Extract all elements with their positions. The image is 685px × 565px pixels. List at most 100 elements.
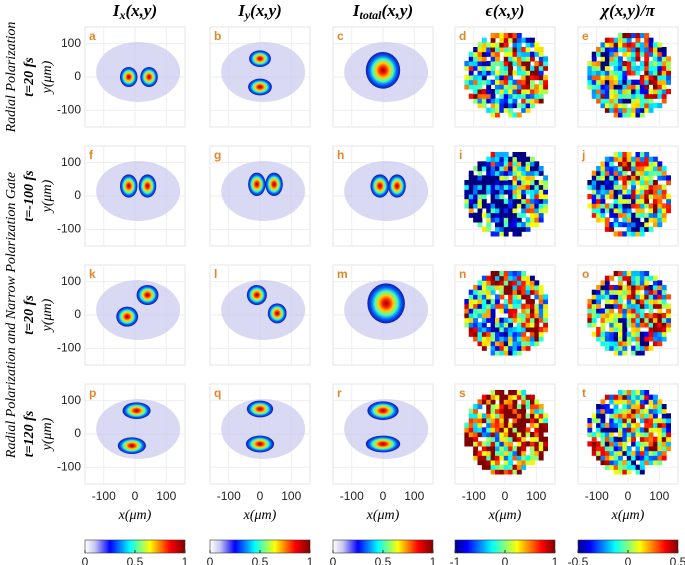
phase-patch [604, 89, 610, 95]
phase-patch [639, 180, 645, 186]
y-axis-label: y(μm) [40, 60, 55, 95]
phase-patch [468, 51, 474, 57]
phase-patch [657, 103, 663, 109]
phase-patch [468, 212, 474, 218]
phase-patch [622, 350, 628, 356]
phase-patch [587, 299, 593, 305]
phase-patch [481, 460, 487, 466]
phase-patch [604, 65, 610, 71]
phase-patch [477, 280, 483, 286]
phase-patch [538, 427, 544, 433]
phase-patch [473, 446, 478, 452]
phase-patch [644, 189, 650, 195]
phase-patch [622, 399, 628, 405]
intensity-blob [249, 50, 271, 67]
phase-patch [653, 299, 658, 305]
phase-patch [499, 98, 505, 104]
phase-patch [490, 107, 496, 113]
phase-patch [618, 436, 623, 442]
phase-patch [661, 184, 667, 190]
phase-patch [521, 399, 527, 405]
phase-patch [661, 422, 667, 428]
phase-patch [596, 455, 601, 461]
phase-patch [490, 65, 496, 71]
phase-patch [661, 299, 667, 305]
phase-patch [495, 464, 500, 470]
phase-patch [503, 464, 509, 470]
phase-patch [486, 336, 492, 342]
phase-patch [661, 455, 667, 461]
phase-patch [639, 404, 645, 410]
phase-patch [477, 222, 483, 228]
phase-patch [473, 180, 478, 186]
phase-patch [512, 313, 518, 319]
phase-patch [534, 98, 540, 104]
phase-patch [473, 322, 478, 328]
phase-patch [639, 47, 645, 53]
phase-patch [503, 222, 509, 228]
phase-patch [604, 460, 610, 466]
phase-patch [538, 166, 544, 172]
phase-patch [538, 70, 544, 76]
phase-patch [591, 212, 597, 218]
phase-patch [635, 285, 641, 291]
phase-patch [512, 79, 518, 85]
phase-patch [639, 294, 645, 300]
phase-patch [631, 455, 636, 461]
phase-patch [653, 280, 658, 286]
phase-patch [639, 413, 645, 419]
phase-patch [613, 464, 619, 470]
phase-patch [516, 341, 522, 347]
phase-patch [477, 327, 483, 333]
phase-patch [596, 294, 601, 300]
phase-patch [657, 446, 663, 452]
phase-patch [657, 70, 663, 76]
phase-patch [508, 217, 513, 223]
phase-patch [635, 217, 641, 223]
phase-patch [653, 166, 658, 172]
phase-patch [525, 460, 531, 466]
phase-patch [516, 203, 522, 209]
phase-patch [508, 308, 513, 314]
phase-patch [495, 42, 500, 48]
phase-patch [490, 166, 496, 172]
phase-patch [495, 404, 500, 410]
phase-patch [635, 226, 641, 232]
phase-patch [613, 327, 619, 333]
phase-patch [644, 446, 650, 452]
phase-patch [657, 84, 663, 90]
phase-patch [596, 180, 601, 186]
phase-patch [516, 84, 522, 90]
phase-patch [648, 460, 654, 466]
phase-patch [626, 394, 632, 400]
phase-patch [512, 455, 518, 461]
panel-letter: r [337, 386, 342, 400]
phase-patch [521, 98, 527, 104]
phase-patch [626, 331, 632, 337]
phase-patch [653, 285, 658, 291]
phase-patch [635, 341, 641, 347]
phase-patch [635, 189, 641, 195]
phase-patch [639, 313, 645, 319]
phase-patch [473, 432, 478, 438]
phase-patch [477, 289, 483, 295]
phase-patch [464, 422, 470, 428]
phase-patch [534, 203, 540, 209]
phase-patch [635, 432, 641, 438]
phase-patch [499, 427, 505, 433]
phase-patch [516, 345, 522, 351]
phase-patch [639, 432, 645, 438]
phase-patch [604, 427, 610, 433]
phase-patch [464, 61, 470, 67]
panel-letter: n [459, 267, 466, 281]
phase-patch [653, 156, 658, 162]
phase-patch [534, 166, 540, 172]
phase-patch [490, 285, 496, 291]
phase-patch [464, 203, 470, 209]
phase-patch [503, 441, 509, 447]
phase-patch [508, 299, 513, 305]
phase-patch [587, 317, 593, 323]
phase-patch [618, 70, 623, 76]
phase-patch [486, 222, 492, 228]
phase-patch [481, 98, 487, 104]
